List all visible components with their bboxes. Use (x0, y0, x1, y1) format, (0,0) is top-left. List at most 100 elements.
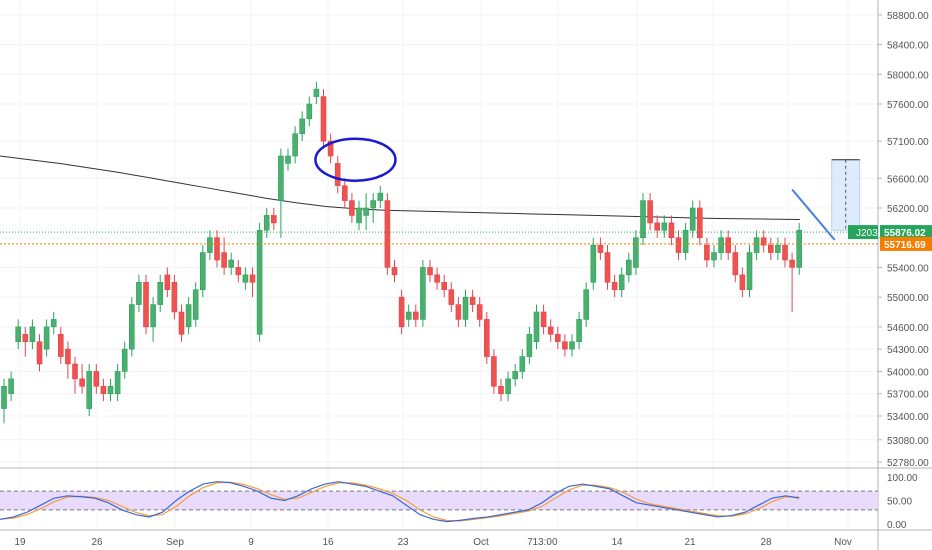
candle-body (767, 244, 774, 253)
rsi-band (0, 491, 878, 510)
grid (0, 0, 878, 528)
price-tick-label: 54000.00 (887, 367, 929, 378)
candle-body (420, 267, 426, 320)
time-tick-label: Nov (834, 537, 852, 548)
time-tick-label: Sep (166, 537, 184, 548)
candle-body (469, 296, 476, 305)
candle-body (554, 333, 561, 343)
time-tick-label: Oct (473, 537, 489, 548)
candle-body (675, 237, 682, 253)
price-tick-label: 54600.00 (887, 323, 929, 334)
candle-body (363, 207, 369, 216)
price-tag-bg (880, 236, 932, 251)
candle-body (157, 281, 163, 305)
candle-body (696, 207, 703, 239)
candle-body (647, 200, 653, 224)
price-tick-label: 53700.00 (887, 390, 929, 401)
candle-body (718, 237, 724, 253)
candle-body (129, 304, 135, 350)
candle-body (661, 222, 668, 231)
price-tag-name: J203 (856, 228, 878, 239)
candle-body (412, 311, 419, 320)
candle-body (611, 281, 618, 291)
candle-body (121, 348, 128, 372)
candle-body (200, 252, 206, 291)
candle-body (668, 222, 675, 239)
candle-body (263, 215, 270, 231)
candle-body (625, 259, 632, 276)
candle-body (633, 237, 639, 268)
candle-body (725, 237, 732, 253)
candle-body (540, 311, 547, 328)
candle-body (299, 118, 306, 135)
candle-body (391, 267, 398, 276)
rsi-tick-label: 100.00 (887, 473, 918, 484)
candle-body (143, 281, 149, 328)
candle-body (1, 385, 7, 409)
candle-body (533, 311, 540, 343)
candle-body (43, 326, 50, 350)
candle-body (242, 274, 249, 283)
candle-body (689, 207, 696, 231)
candle-body (590, 244, 597, 283)
candle-body (29, 326, 36, 343)
rsi-tick-label: 0.00 (887, 520, 907, 531)
candle-body (782, 244, 788, 261)
price-tick-label: 54300.00 (887, 345, 929, 356)
candle-body (214, 237, 220, 261)
candle-body (760, 237, 767, 246)
candle-body (427, 267, 433, 276)
price-tag: J203 55876.02 (848, 225, 932, 240)
candle-body (221, 252, 227, 268)
candle-body (313, 88, 320, 97)
candles (1, 81, 803, 424)
candle-body (185, 304, 192, 328)
candle-body (306, 103, 313, 120)
moving-average-path (0, 155, 800, 221)
candle-body (618, 274, 625, 291)
rsi-line (0, 481, 800, 523)
candle-body (711, 252, 717, 261)
candle-body (462, 296, 469, 320)
candle-body (405, 311, 412, 320)
candle-body (228, 259, 234, 268)
price-tick-label: 58000.00 (887, 70, 929, 81)
candle-body (136, 281, 142, 305)
candle-body (93, 371, 100, 387)
candle-body (349, 200, 355, 216)
candle-body (483, 319, 490, 357)
price-tick-label: 53400.00 (887, 412, 929, 423)
candle-body (79, 378, 85, 387)
candle-body (100, 385, 107, 395)
candle-body (278, 155, 284, 201)
candle-body (547, 326, 554, 335)
time-tick-label: 26 (91, 537, 103, 548)
candle-body (270, 215, 277, 224)
candle-body (583, 289, 590, 320)
time-tick-label: 19 (14, 537, 26, 548)
candle-body (746, 252, 753, 291)
price-tag: 55716.69 (880, 236, 932, 251)
candle-body (491, 356, 497, 387)
time-tick-label: 9 (248, 537, 254, 548)
price-tick-label: 57600.00 (887, 100, 929, 111)
candle-body (398, 296, 405, 328)
time-tick-label: 7 (527, 537, 533, 548)
candle-body (732, 252, 739, 276)
candle-body (50, 319, 57, 328)
price-tick-label: 52780.00 (887, 458, 929, 469)
rsi-signal-line (0, 481, 800, 522)
candle-body (15, 326, 21, 343)
price-tag-name-bg (848, 225, 878, 240)
candle-body (150, 304, 156, 328)
candle-body (171, 281, 178, 313)
candle-body (164, 274, 171, 291)
candle-body (256, 229, 263, 335)
candle-body (526, 333, 533, 357)
time-tick-label: 21 (684, 537, 696, 548)
candle-body (356, 207, 362, 224)
candle-body (320, 96, 327, 142)
candle-body (57, 333, 64, 357)
candle-body (604, 252, 611, 283)
